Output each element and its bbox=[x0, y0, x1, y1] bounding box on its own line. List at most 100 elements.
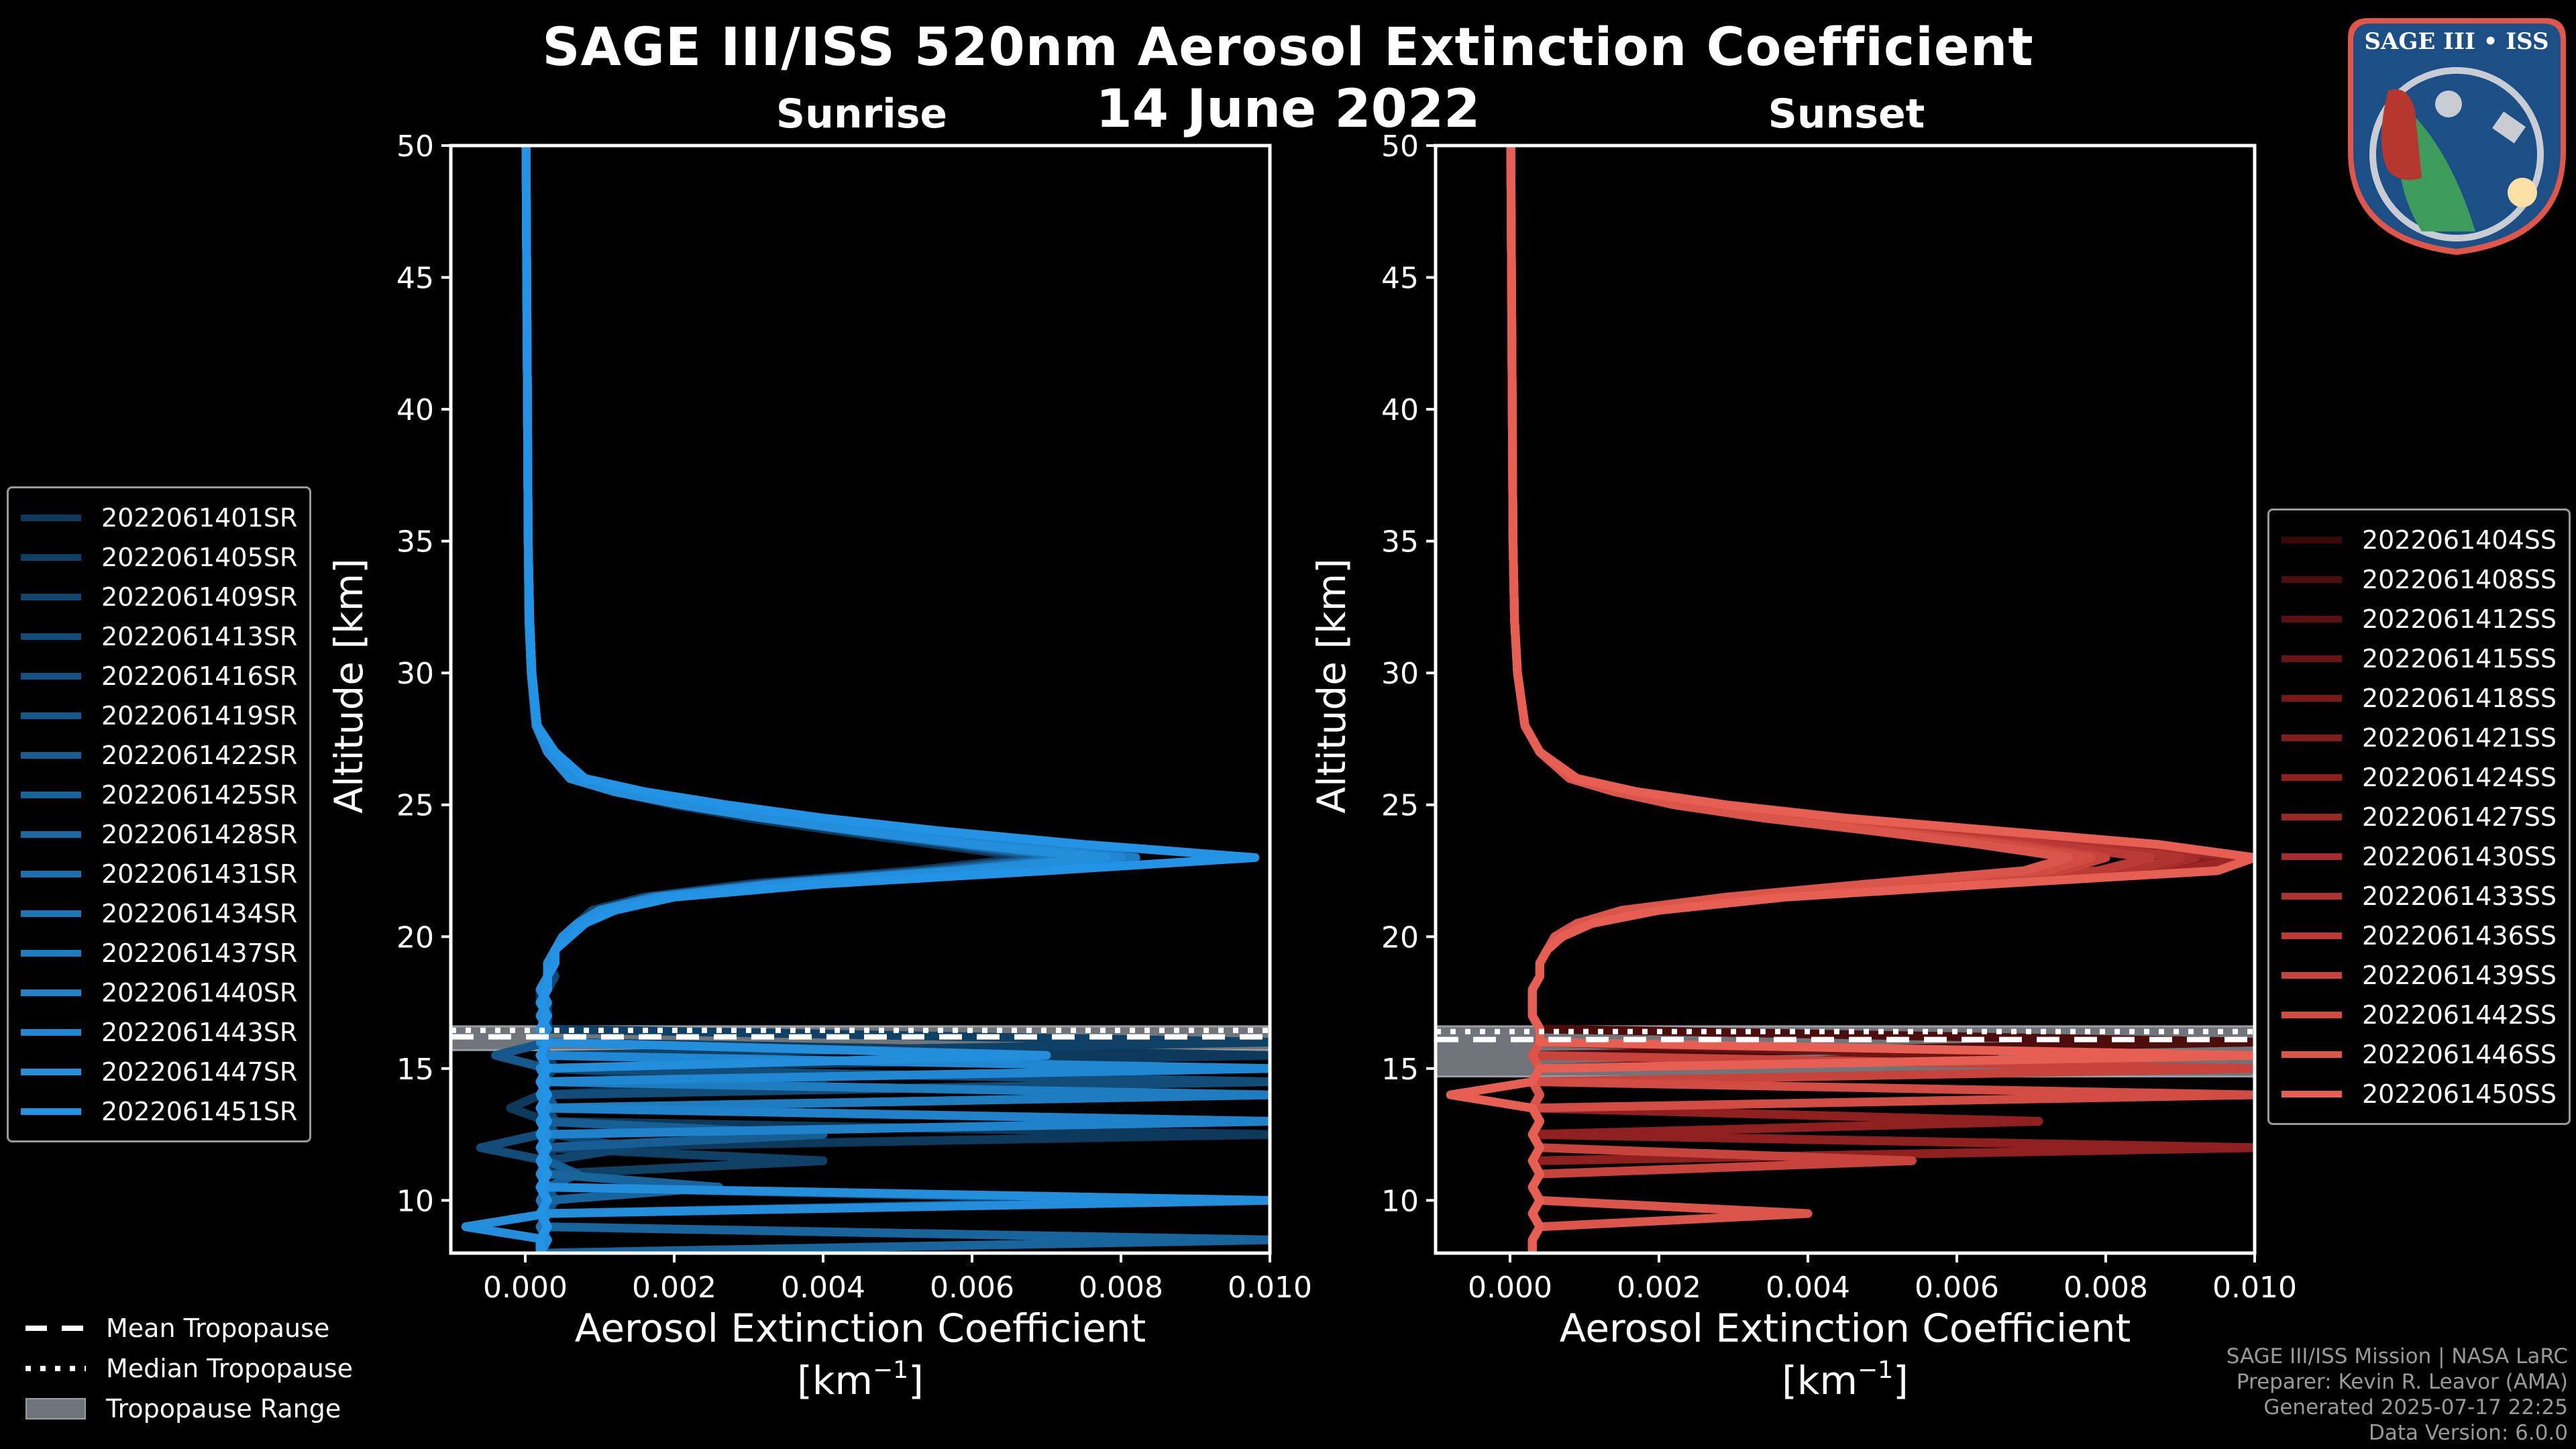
legend-line-swatch-icon bbox=[21, 949, 81, 957]
legend-line-swatch-icon bbox=[21, 751, 81, 759]
legend-line-swatch-icon bbox=[21, 553, 81, 561]
x-tick-label: 0.004 bbox=[781, 1271, 865, 1305]
x-tick-label: 0.010 bbox=[2212, 1271, 2297, 1305]
legend-label: 2022061446SS bbox=[2362, 1039, 2557, 1069]
y-tick-label: 20 bbox=[396, 920, 434, 955]
x-axis-unit: [km−1] bbox=[1782, 1356, 1908, 1403]
x-tick-label: 0.006 bbox=[930, 1271, 1014, 1305]
legend-item: 2022061421SS bbox=[2282, 718, 2557, 757]
legend-line-swatch-icon bbox=[2282, 536, 2342, 543]
legend-label: 2022061408SS bbox=[2362, 564, 2557, 594]
y-tick-label: 35 bbox=[396, 525, 434, 559]
plot-area bbox=[1436, 146, 2255, 1253]
sun-shape bbox=[2508, 178, 2537, 207]
legend-line-swatch-icon bbox=[2282, 655, 2342, 662]
legend-item: 2022061415SS bbox=[2282, 639, 2557, 678]
legend-line-swatch-icon bbox=[21, 830, 81, 838]
legend-item: 2022061418SS bbox=[2282, 678, 2557, 718]
credit-mission: SAGE III/ISS Mission | NASA LaRC bbox=[2226, 1344, 2568, 1368]
y-tick-label: 25 bbox=[1381, 789, 1419, 823]
legend-item: 2022061443SR bbox=[21, 1012, 297, 1052]
legend-item: 2022061439SS bbox=[2282, 955, 2557, 995]
legend-label: 2022061409SR bbox=[101, 582, 298, 612]
legend-label: 2022061431SR bbox=[101, 859, 298, 889]
legend-label: Median Tropopause bbox=[106, 1354, 353, 1383]
legend-label: 2022061418SS bbox=[2362, 683, 2557, 713]
legend-line-swatch-icon bbox=[2282, 971, 2342, 979]
legend-item: 2022061447SR bbox=[21, 1052, 297, 1091]
legend-label: 2022061442SS bbox=[2362, 1000, 2557, 1030]
legend-line-swatch-icon bbox=[21, 672, 81, 680]
legend-line-swatch-icon bbox=[2282, 773, 2342, 781]
legend-item: 2022061424SS bbox=[2282, 757, 2557, 797]
legend-item: 2022061404SS bbox=[2282, 520, 2557, 559]
legend-item: 2022061408SS bbox=[2282, 559, 2557, 599]
legend-label: 2022061447SR bbox=[101, 1057, 298, 1087]
legend-line-swatch-icon bbox=[2282, 734, 2342, 741]
x-axis-label: Aerosol Extinction Coefficient bbox=[1560, 1305, 2131, 1351]
panel-title-sunset: Sunset bbox=[1768, 91, 1925, 138]
legend-item: 2022061434SR bbox=[21, 894, 297, 933]
legend-label: 2022061428SR bbox=[101, 819, 298, 849]
legend-label: 2022061405SR bbox=[101, 542, 298, 572]
legend-line-swatch-icon bbox=[21, 989, 81, 996]
moon-shape bbox=[2435, 91, 2462, 117]
y-tick-label: 45 bbox=[1381, 262, 1419, 296]
legend-item: 2022061436SS bbox=[2282, 916, 2557, 955]
legend-line-swatch-icon bbox=[2282, 892, 2342, 900]
legend-line-swatch-icon bbox=[2282, 1011, 2342, 1018]
x-axis-unit: [km−1] bbox=[797, 1356, 923, 1403]
series-line-2022061451SR bbox=[521, 146, 1260, 1253]
plot-area bbox=[451, 146, 1270, 1253]
sunrise-legend: 2022061401SR 2022061405SR 2022061409SR 2022… bbox=[7, 486, 312, 1142]
legend-label: 2022061401SR bbox=[101, 502, 298, 533]
legend-line-swatch-icon bbox=[21, 870, 81, 877]
y-tick-label: 40 bbox=[1381, 393, 1419, 427]
legend-line-swatch-icon bbox=[2282, 853, 2342, 860]
legend-line-swatch-icon bbox=[21, 1028, 81, 1036]
legend-line-swatch-icon bbox=[2282, 932, 2342, 939]
ring-shape bbox=[2369, 67, 2544, 241]
legend-label: Mean Tropopause bbox=[106, 1313, 330, 1343]
legend-item: 2022061425SR bbox=[21, 775, 297, 814]
legend-line-swatch-icon bbox=[21, 1108, 81, 1115]
legend-item: 2022061431SR bbox=[21, 854, 297, 894]
legend-item: 2022061442SS bbox=[2282, 995, 2557, 1034]
y-tick-label: 15 bbox=[396, 1053, 434, 1087]
legend-line-swatch-icon bbox=[21, 791, 81, 798]
legend-label: 2022061422SR bbox=[101, 740, 298, 770]
legend-label: 2022061413SR bbox=[101, 621, 298, 651]
legend-label: 2022061427SS bbox=[2362, 802, 2557, 832]
legend-line-swatch-icon bbox=[21, 633, 81, 640]
x-axis-label: Aerosol Extinction Coefficient bbox=[575, 1305, 1146, 1351]
legend-label: 2022061439SS bbox=[2362, 960, 2557, 990]
legend-item: 2022061412SS bbox=[2282, 599, 2557, 639]
y-tick-label: 20 bbox=[1381, 920, 1419, 955]
legend-label: 2022061421SS bbox=[2362, 722, 2557, 753]
y-tick-label: 50 bbox=[1381, 129, 1419, 164]
x-tick-label: 0.010 bbox=[1228, 1271, 1312, 1305]
legend-label: 2022061425SR bbox=[101, 780, 298, 810]
legend-item: 2022061430SS bbox=[2282, 837, 2557, 876]
legend-item: 2022061427SS bbox=[2282, 797, 2557, 837]
legend-line-swatch-icon bbox=[2282, 1051, 2342, 1058]
legend-line-swatch-icon bbox=[21, 1068, 81, 1075]
y-tick-label: 35 bbox=[1381, 525, 1419, 559]
legend-label: 2022061440SR bbox=[101, 977, 298, 1008]
legend-item-median-tropopause: Median Tropopause bbox=[25, 1348, 353, 1389]
y-tick-label: 25 bbox=[396, 789, 434, 823]
legend-label: 2022061443SR bbox=[101, 1017, 298, 1047]
range-patch-icon bbox=[25, 1398, 86, 1419]
legend-line-swatch-icon bbox=[2282, 813, 2342, 820]
legend-item: 2022061451SR bbox=[21, 1091, 297, 1131]
legend-label: 2022061433SS bbox=[2362, 881, 2557, 911]
legend-item: 2022061419SR bbox=[21, 696, 297, 735]
legend-item: 2022061446SS bbox=[2282, 1034, 2557, 1074]
axes-frame bbox=[1434, 144, 2257, 1255]
x-tick-label: 0.008 bbox=[1079, 1271, 1163, 1305]
x-tick-label: 0.002 bbox=[1617, 1271, 1701, 1305]
series-line-2022061450SS bbox=[1446, 146, 2255, 1253]
legend-label: 2022061430SS bbox=[2362, 841, 2557, 871]
legend-label: 2022061404SS bbox=[2362, 525, 2557, 555]
